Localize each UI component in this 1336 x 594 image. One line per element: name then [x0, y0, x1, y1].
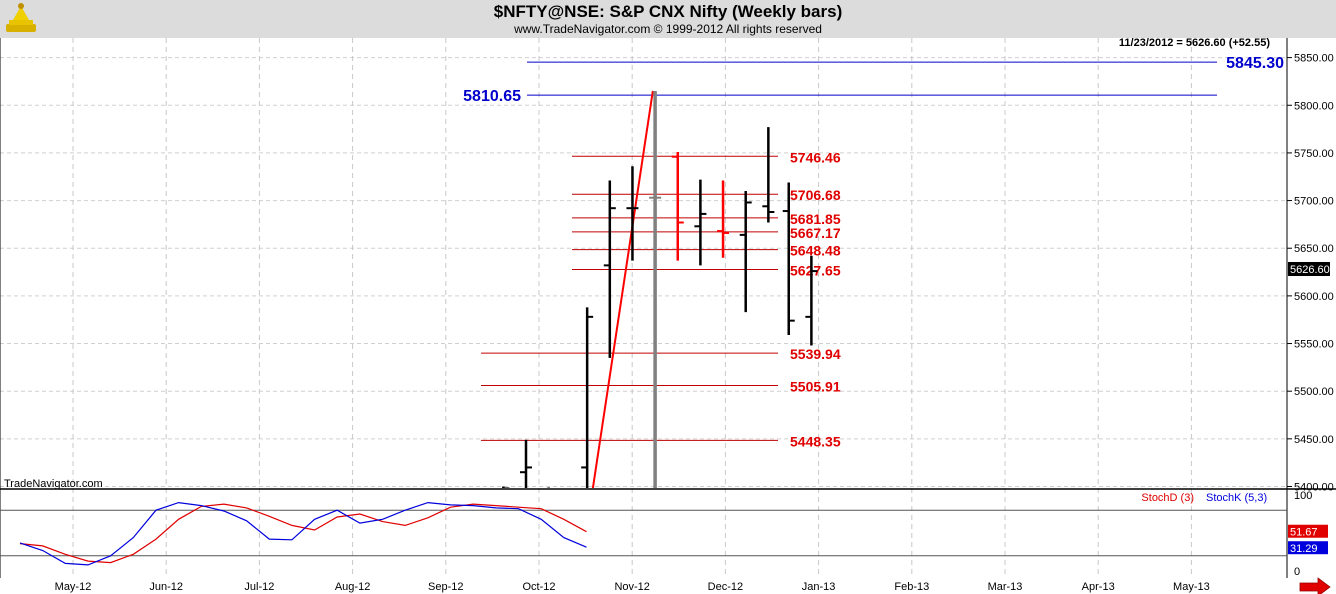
price-tick-label: 5700.00 — [1294, 196, 1334, 208]
month-label: May-13 — [1173, 581, 1210, 593]
stoch-d-line — [19, 503, 587, 564]
legend-stochd: StochD (3) — [1141, 492, 1194, 504]
level-label: 5845.30 — [1226, 55, 1284, 72]
stoch-k-line — [19, 501, 587, 566]
level-label: 5746.46 — [790, 149, 841, 165]
chart-title: $NFTY@NSE: S&P CNX Nifty (Weekly bars) — [493, 2, 843, 21]
level-label: 5539.94 — [790, 346, 841, 362]
stoch-tick-label: 0 — [1294, 566, 1300, 578]
month-label: Apr-13 — [1082, 581, 1115, 593]
month-label: May-12 — [55, 581, 92, 593]
price-tick-label: 5450.00 — [1294, 434, 1334, 446]
current-price-label: 5626.60 — [1290, 264, 1330, 276]
stochastic-pane: 100 0 StochD (3) StochK (5,3) 51.67 31.29 — [0, 490, 1328, 578]
price-bars — [502, 90, 818, 488]
stoch-d-value-tag — [1288, 524, 1328, 538]
month-label: Jan-13 — [802, 581, 836, 593]
price-tick-label: 5500.00 — [1294, 386, 1334, 398]
title-bar: $NFTY@NSE: S&P CNX Nifty (Weekly bars) w… — [0, 0, 1336, 38]
stoch-tick-label: 100 — [1294, 490, 1312, 502]
scroll-right-arrow-icon[interactable] — [1299, 577, 1331, 594]
price-axis: 5400.00 5450.00 5500.00 5550.00 5600.00 5650.… — [1287, 53, 1334, 494]
level-label: 5448.35 — [790, 433, 841, 449]
grid-lines — [0, 38, 1287, 578]
current-price-tag — [1288, 262, 1330, 276]
level-label: 5648.48 — [790, 243, 841, 259]
trendline-group — [591, 90, 654, 488]
month-label: Mar-13 — [988, 581, 1023, 593]
price-tick-label: 5750.00 — [1294, 148, 1334, 160]
stoch-d-value: 51.67 — [1290, 527, 1318, 539]
month-label: Sep-12 — [428, 581, 463, 593]
level-label: 5681.85 — [790, 211, 841, 227]
level-label: 5810.65 — [463, 88, 521, 105]
legend-stochk: StochK (5,3) — [1206, 492, 1267, 504]
level-label: 5505.91 — [790, 379, 841, 395]
copyright-text: www.TradeNavigator.com © 1999-2012 All r… — [514, 22, 822, 36]
watermark-text: TradeNavigator.com — [4, 478, 103, 490]
month-label: Jun-12 — [149, 581, 183, 593]
tradenavigator-logo-icon — [6, 3, 36, 32]
level-label: 5667.17 — [790, 225, 841, 241]
month-label: Feb-13 — [894, 581, 929, 593]
trendline — [591, 90, 654, 488]
month-label: Jul-12 — [244, 581, 274, 593]
price-tick-label: 5800.00 — [1294, 100, 1334, 112]
stoch-k-value: 31.29 — [1290, 543, 1318, 555]
last-bar-info: 11/23/2012 = 5626.60 (+52.55) — [1119, 37, 1270, 49]
time-axis: May-12 Jun-12 Jul-12 Aug-12 Sep-12 Oct-12 Nov-… — [55, 581, 1210, 593]
price-tick-label: 5850.00 — [1294, 53, 1334, 65]
price-tick-label: 5650.00 — [1294, 243, 1334, 255]
price-tick-label: 5550.00 — [1294, 339, 1334, 351]
month-label: Dec-12 — [708, 581, 743, 593]
month-label: Oct-12 — [522, 581, 555, 593]
month-label: Aug-12 — [335, 581, 370, 593]
month-label: Nov-12 — [614, 581, 649, 593]
level-label: 5706.68 — [790, 187, 841, 203]
price-tick-label: 5400.00 — [1294, 482, 1334, 494]
price-tick-label: 5600.00 — [1294, 291, 1334, 303]
stoch-k-value-tag — [1288, 541, 1328, 555]
fibonacci-levels: 5845.30 5810.65 5746.46 5706.68 5681.855667.… — [463, 55, 1284, 449]
